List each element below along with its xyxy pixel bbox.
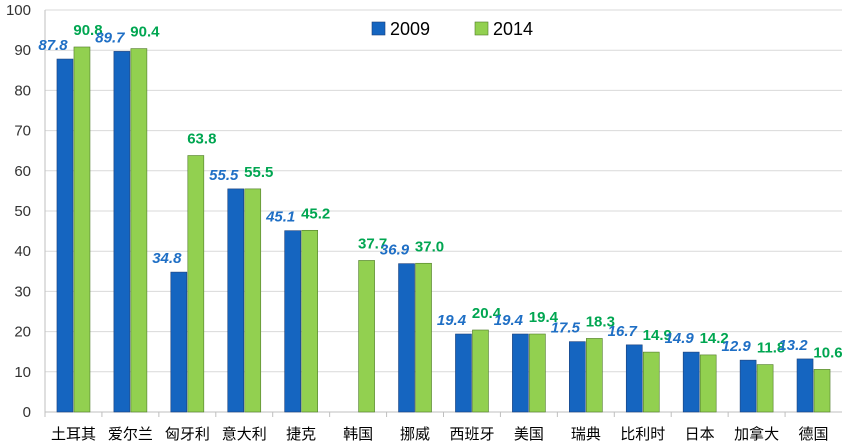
category-label: 加拿大 — [734, 425, 779, 443]
bar-2014 — [472, 329, 489, 413]
data-label-2014: 63.8 — [187, 131, 216, 148]
category-label: 德国 — [799, 425, 829, 443]
legend-swatch-2014 — [474, 21, 489, 36]
category-label: 日本 — [685, 425, 715, 443]
bar-2014 — [73, 46, 91, 413]
bar-2009 — [113, 51, 131, 413]
category-label: 美国 — [514, 425, 544, 443]
legend-label-2009: 2009 — [390, 19, 430, 39]
bar-2014 — [529, 333, 546, 413]
bar-2009 — [398, 263, 415, 413]
bar-2014 — [586, 338, 603, 413]
bar-2009 — [796, 358, 814, 413]
data-label-2009: 19.4 — [437, 312, 467, 329]
data-label-2014: 14.2 — [700, 330, 729, 347]
y-tick-label: 10 — [14, 364, 31, 381]
category-label: 意大利 — [222, 425, 267, 443]
category-label: 瑞典 — [571, 425, 601, 443]
data-label-2009: 87.8 — [38, 37, 68, 54]
bar-2014 — [699, 354, 717, 413]
data-label-2014: 90.8 — [73, 22, 102, 39]
y-tick-label: 90 — [14, 42, 31, 59]
y-tick-label: 0 — [23, 404, 31, 421]
data-label-2014: 37.0 — [415, 238, 444, 255]
bar-2009 — [739, 359, 757, 413]
bar-2014 — [358, 260, 375, 413]
data-label-2009: 19.4 — [494, 312, 524, 329]
bar-2009 — [170, 271, 188, 413]
y-tick-label: 60 — [14, 163, 31, 180]
y-tick-label: 70 — [14, 123, 31, 140]
category-label: 比利时 — [620, 425, 665, 443]
y-tick-label: 80 — [14, 82, 31, 99]
category-label: 挪威 — [400, 425, 430, 443]
data-label-2014: 18.3 — [586, 313, 615, 330]
legend-label-2014: 2014 — [493, 19, 533, 39]
data-label-2009: 45.1 — [265, 209, 295, 226]
bar-2014 — [301, 229, 318, 413]
y-tick-label: 30 — [14, 283, 31, 300]
bar-2009 — [569, 341, 586, 413]
bar-2009 — [512, 333, 529, 413]
bar-2009 — [227, 188, 245, 413]
data-label-2009: 55.5 — [209, 167, 239, 184]
category-label: 爱尔兰 — [108, 425, 153, 443]
bar-2009 — [455, 333, 472, 413]
data-label-2009: 13.2 — [778, 337, 808, 354]
data-label-2014: 55.5 — [244, 164, 273, 181]
bar-2014 — [415, 262, 432, 413]
data-label-2014: 37.7 — [358, 235, 387, 252]
bar-2009 — [682, 351, 700, 413]
y-tick-label: 40 — [14, 243, 31, 260]
y-tick-label: 50 — [14, 203, 31, 220]
category-label: 捷克 — [286, 425, 316, 443]
bar-2014 — [756, 364, 774, 413]
bar-2009 — [56, 58, 74, 413]
data-label-2014: 11.8 — [757, 340, 785, 357]
bar-2014 — [813, 369, 831, 413]
data-label-2009: 14.9 — [665, 330, 695, 347]
data-label-2014: 90.4 — [130, 24, 160, 41]
data-label-2009: 36.9 — [380, 242, 410, 259]
data-label-2009: 16.7 — [608, 323, 638, 340]
data-label-2014: 14.9 — [643, 327, 672, 344]
data-label-2009: 89.7 — [95, 29, 125, 46]
data-label-2014: 20.4 — [472, 305, 502, 322]
category-label: 土耳其 — [51, 425, 96, 443]
y-tick-label: 20 — [14, 324, 31, 341]
category-label: 韩国 — [343, 425, 373, 443]
data-label-2014: 10.6 — [813, 344, 842, 361]
data-label-2014: 45.2 — [301, 205, 330, 222]
bar-2009 — [625, 344, 643, 413]
bar-2014 — [244, 188, 262, 413]
bar-2014 — [642, 351, 660, 413]
legend-swatch-2009 — [371, 21, 386, 36]
data-label-2009: 12.9 — [722, 338, 752, 355]
data-label-2009: 17.5 — [551, 320, 581, 337]
data-label-2014: 19.4 — [529, 309, 559, 326]
category-label: 西班牙 — [449, 425, 494, 443]
bar-2014 — [187, 155, 205, 413]
category-label: 匈牙利 — [165, 425, 210, 443]
bar-2014 — [130, 48, 148, 413]
y-tick-label: 100 — [6, 2, 31, 19]
data-label-2009: 34.8 — [152, 250, 182, 267]
bar-2009 — [284, 230, 301, 413]
